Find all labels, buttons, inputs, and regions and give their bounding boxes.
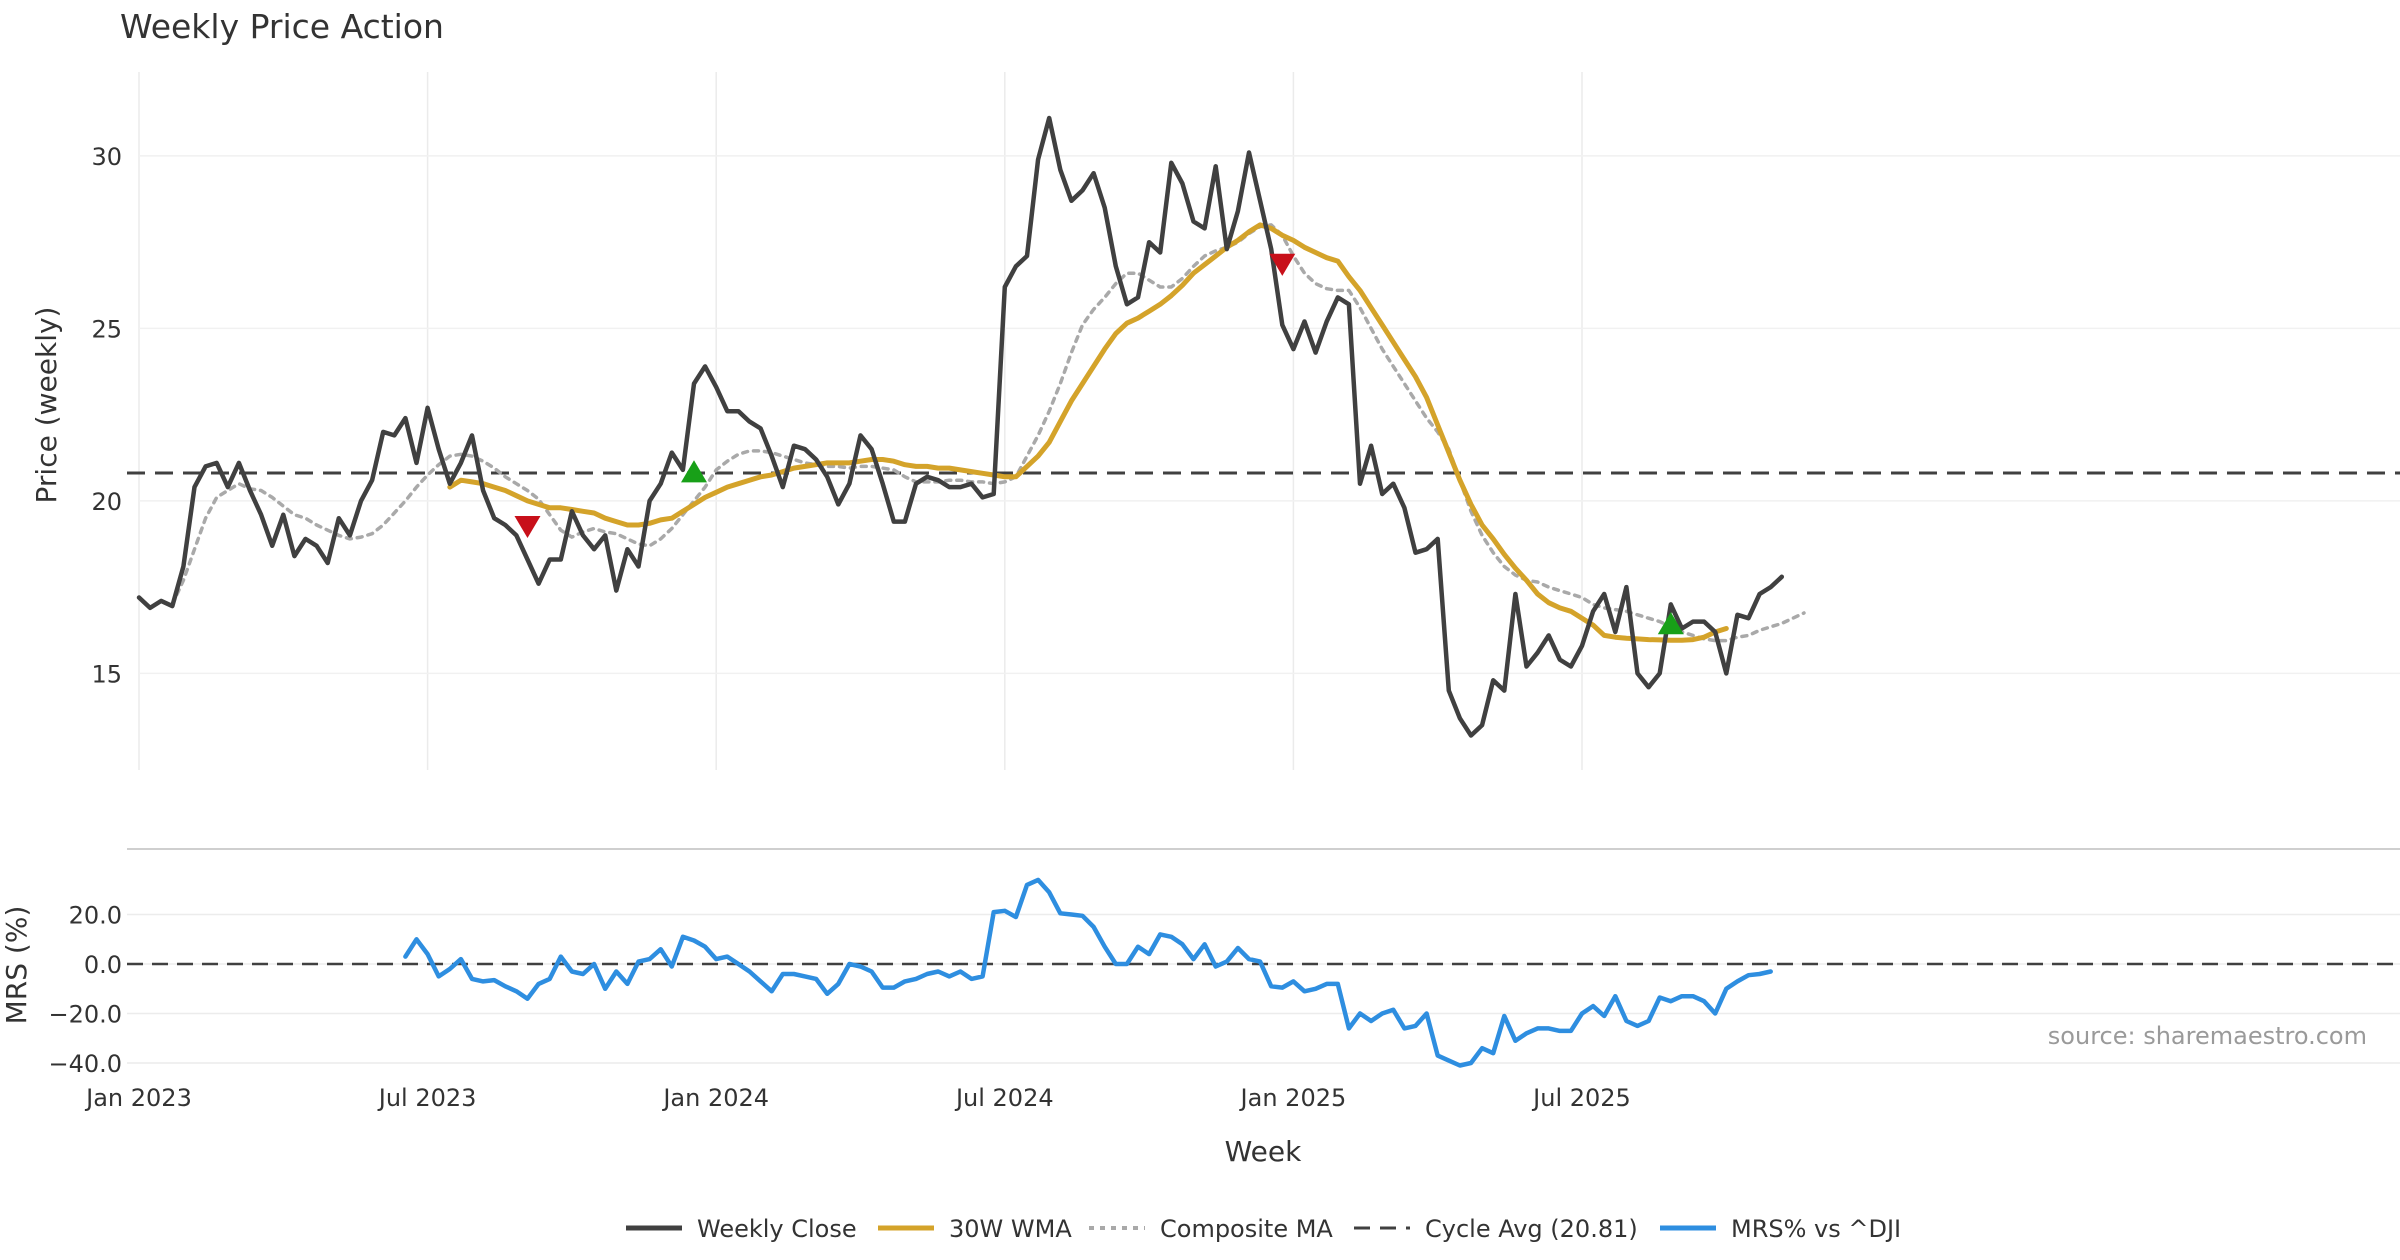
legend-label-composite-ma: Composite MA: [1160, 1215, 1333, 1243]
x-tick-jan-2024: Jan 2024: [661, 1084, 769, 1112]
series-line-weekly-close: [136, 115, 1785, 738]
source-label: source: sharemaestro.com: [2048, 1022, 2367, 1050]
mrs-y-tick-20: 20.0: [69, 902, 122, 930]
chart-title: Weekly Price Action: [120, 7, 444, 46]
mrs-series: [403, 877, 1773, 1068]
series-line-mrs-vs-dji: [403, 877, 1773, 1068]
buy-signal-marker-2: [681, 460, 707, 483]
legend: Weekly Close 30W WMA Composite MA Cycle Avg…: [626, 1215, 1901, 1243]
x-tick-jul-2023: Jul 2023: [377, 1084, 477, 1112]
mrs-y-axis-label: MRS (%): [0, 906, 33, 1025]
legend-label-30w-wma: 30W WMA: [949, 1215, 1072, 1243]
legend-label-cycle-avg-20-81: Cycle Avg (20.81): [1425, 1215, 1638, 1243]
legend-label-weekly-close: Weekly Close: [697, 1215, 857, 1243]
buy-signal-marker-4: [1657, 612, 1684, 635]
price-y-tick-25: 25: [91, 315, 122, 343]
x-tick-jul-2024: Jul 2024: [954, 1084, 1054, 1112]
x-tick-jan-2023: Jan 2023: [84, 1084, 192, 1112]
price-y-tick-30: 30: [91, 143, 122, 171]
x-tick-jan-2025: Jan 2025: [1239, 1084, 1347, 1112]
price-y-axis-label: Price (weekly): [30, 307, 63, 504]
mrs-y-tick-40: −40.0: [48, 1050, 122, 1078]
sell-signal-marker-3: [1269, 253, 1296, 276]
price-y-tick-20: 20: [91, 488, 122, 516]
x-axis-label: Week: [1225, 1135, 1302, 1168]
series-line-composite-ma: [170, 223, 1806, 643]
sell-signal-marker-1: [514, 515, 541, 539]
x-tick-jul-2025: Jul 2025: [1531, 1084, 1631, 1112]
price-series: [136, 115, 1806, 738]
signal-markers: [514, 253, 1684, 635]
mrs-y-tick-20: −20.0: [48, 1001, 122, 1029]
price-grid: [138, 72, 2400, 770]
mrs-y-tick-0: 0.0: [84, 951, 122, 979]
price-y-ticks: 15 20 25 30: [91, 143, 122, 689]
mrs-y-ticks: 20.0 0.0 −20.0 −40.0: [48, 902, 122, 1079]
series-line-30w-wma: [447, 222, 1729, 643]
x-ticks: Jan 2023 Jul 2023 Jan 2024 Jul 2024 Jan 2025…: [84, 1084, 1631, 1112]
price-y-tick-15: 15: [91, 660, 122, 688]
legend-label-mrs-vs-dji: MRS% vs ^DJI: [1731, 1215, 1901, 1243]
